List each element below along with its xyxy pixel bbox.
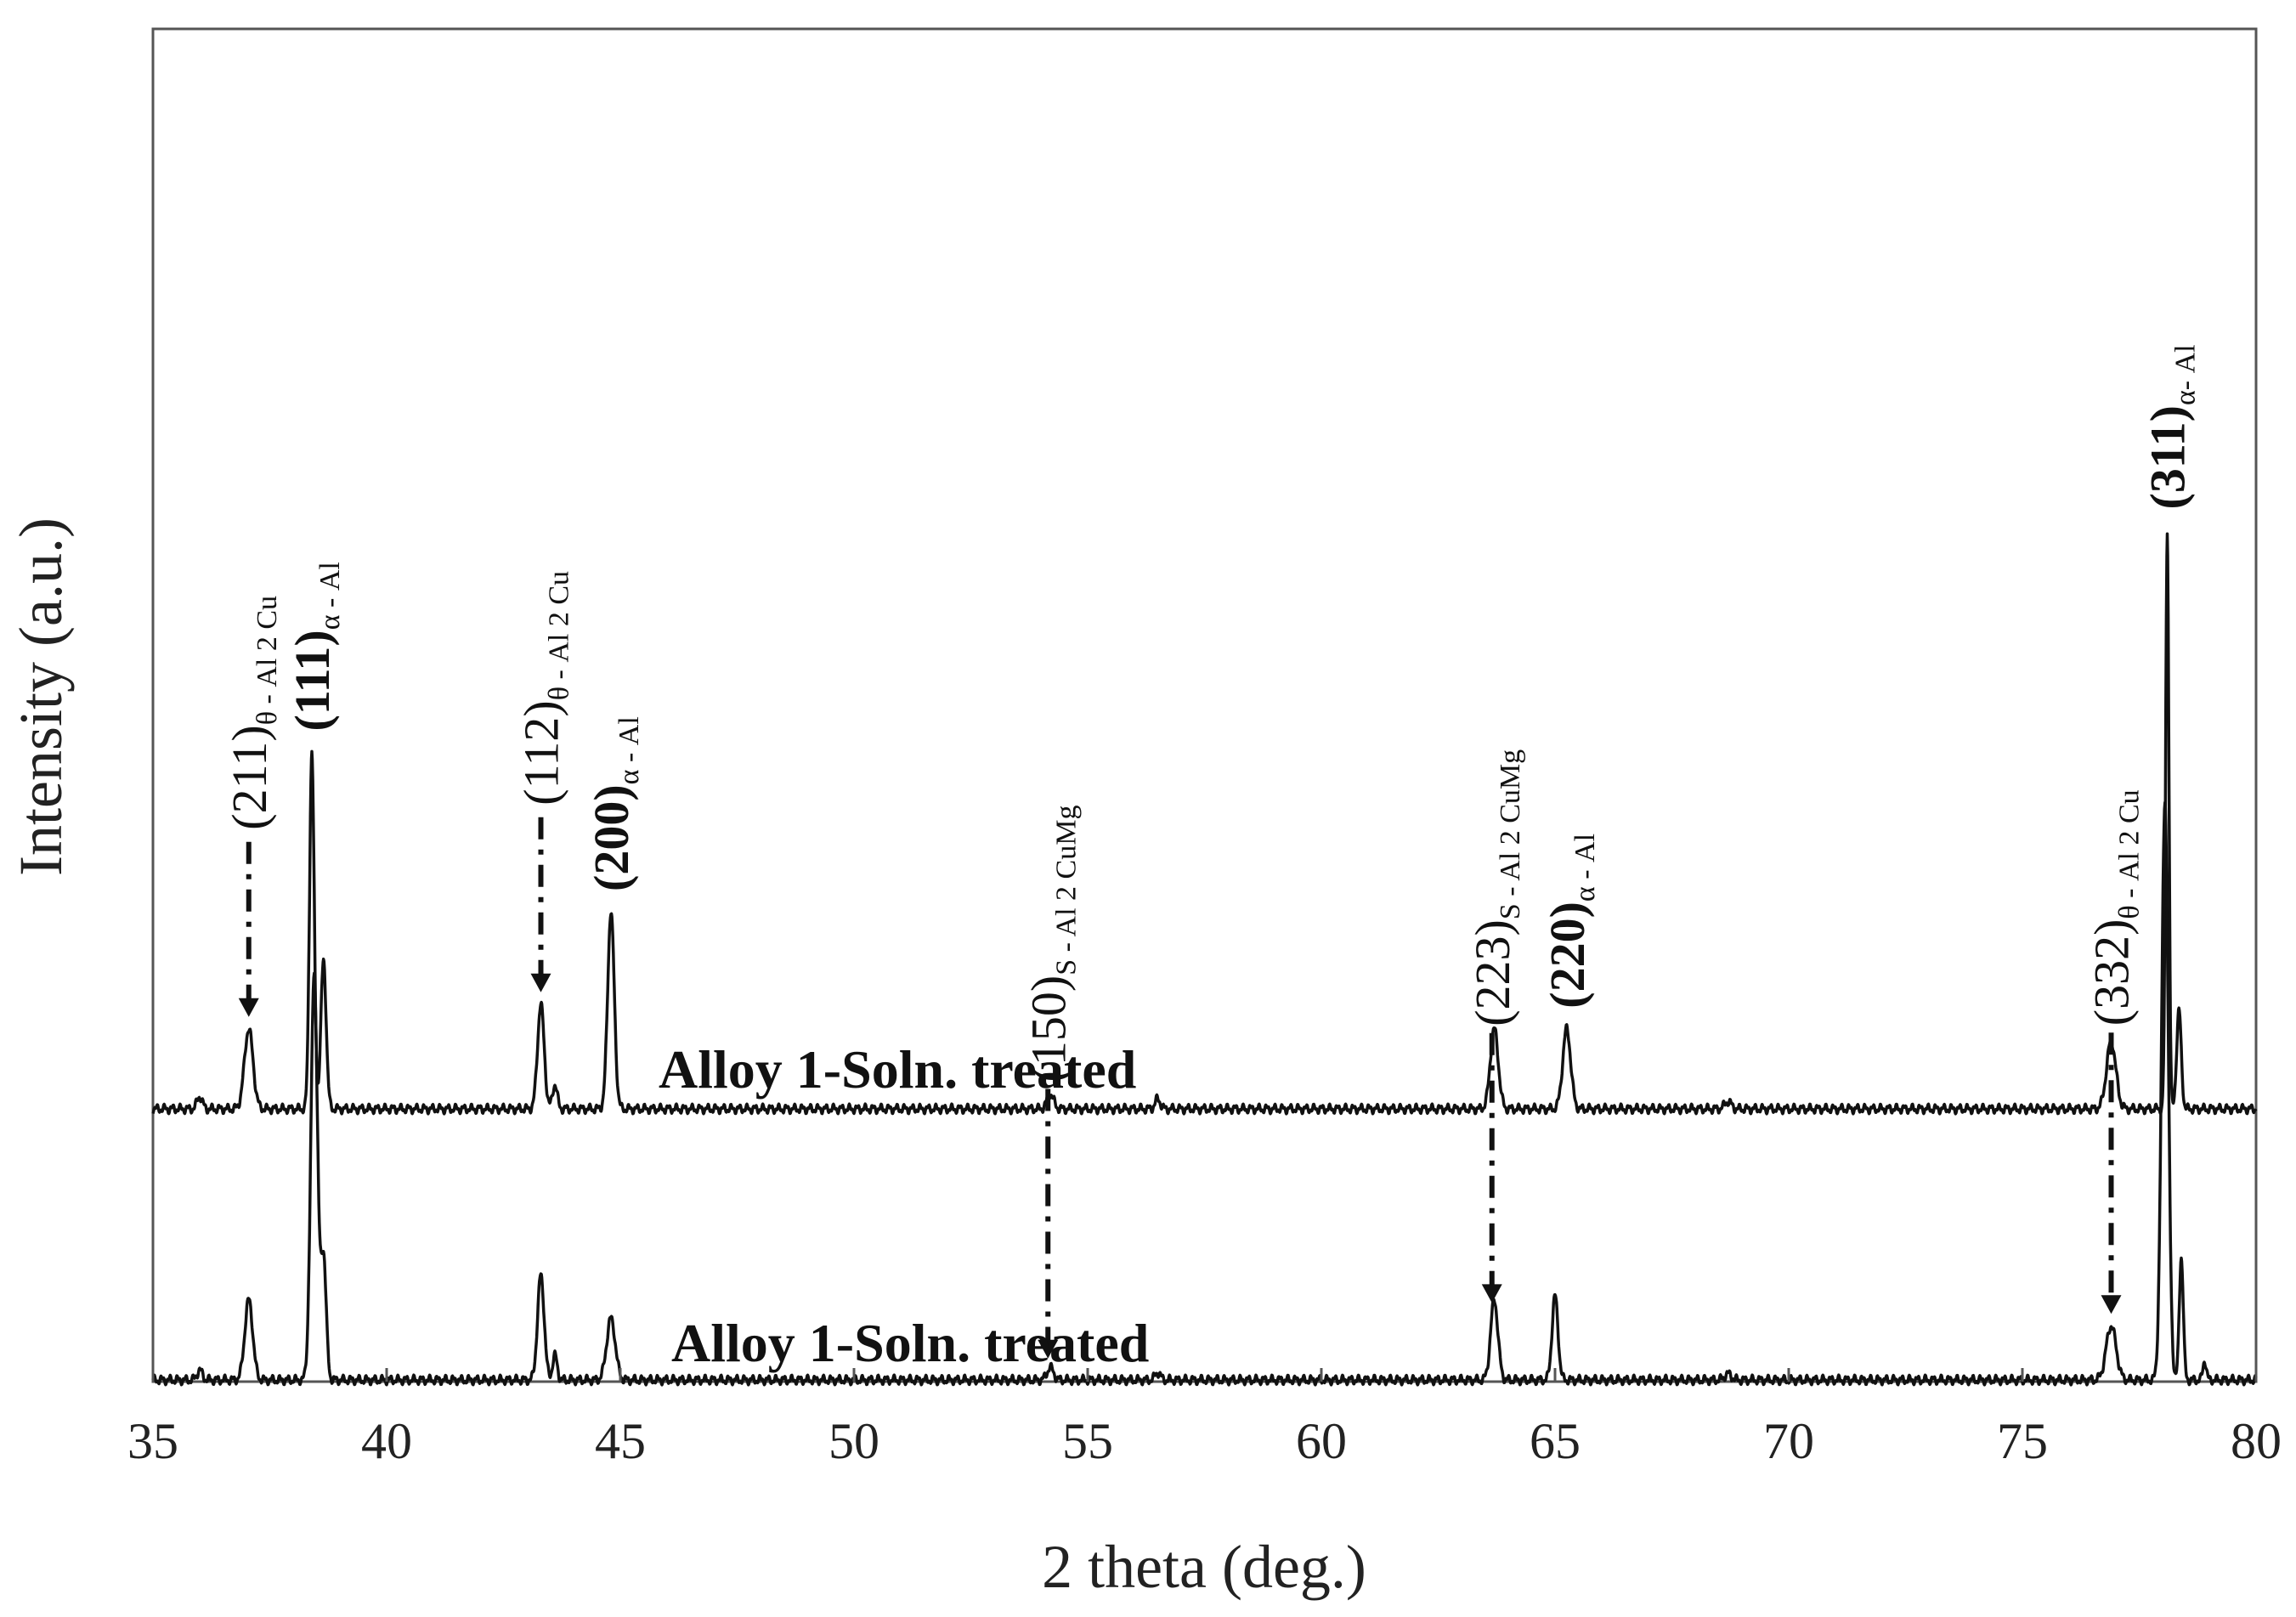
series-labels: Alloy 1-Soln. treated Alloy 1-Soln. treat… <box>659 1039 1149 1373</box>
x-tick-label: 70 <box>1763 1413 1814 1469</box>
peak-label: (311)α- Al <box>2140 344 2202 509</box>
peak-label: (150)S - Al 2 CuMg <box>1021 806 1082 1083</box>
peak-annotations: (211)θ - Al 2 Cu (111)α - Al (112)θ - Al 2… <box>222 344 2202 1359</box>
series-label-bottom: Alloy 1-Soln. treated <box>671 1313 1149 1373</box>
plot-frame <box>151 27 2258 1383</box>
peak-label: (223)S - Al 2 CuMg <box>1465 749 1526 1026</box>
x-tick-label: 80 <box>2231 1413 2282 1469</box>
x-tick-label: 35 <box>127 1413 178 1469</box>
peak-label: (220)α - Al <box>1540 834 1601 1009</box>
x-tick-label: 75 <box>1997 1413 2048 1469</box>
x-tick-label: 50 <box>828 1413 879 1469</box>
series-traces <box>151 532 2258 1387</box>
x-tick-label: 60 <box>1296 1413 1347 1469</box>
peak-arrow-head <box>2101 1295 2122 1315</box>
x-tick-label: 45 <box>595 1413 646 1469</box>
peak-label: (111)α - Al <box>285 562 346 731</box>
x-tick-label: 40 <box>361 1413 412 1469</box>
peak-label: (211)θ - Al 2 Cu <box>222 596 283 830</box>
peak-label: (112)θ - Al 2 Cu <box>514 571 575 806</box>
series-label-top: Alloy 1-Soln. treated <box>659 1039 1136 1100</box>
x-tick-label: 55 <box>1062 1413 1113 1469</box>
y-axis-title: Intensity (a.u.) <box>7 517 75 876</box>
x-axis-ticks: 35 40 45 50 55 60 65 70 75 80 <box>127 1368 2282 1469</box>
peak-label: (200)α - Al <box>584 716 645 891</box>
peak-arrow-head <box>1481 1284 1502 1303</box>
x-axis-title: 2 theta (deg.) <box>1042 1533 1366 1601</box>
x-tick-label: 65 <box>1530 1413 1581 1469</box>
peak-label: (332)θ - Al 2 Cu <box>2084 789 2146 1026</box>
series-line-1 <box>151 532 2258 1116</box>
peak-arrow-head <box>1038 1339 1059 1359</box>
peak-arrow-head <box>238 998 259 1017</box>
series-line-2 <box>151 800 2258 1387</box>
peak-arrow-head <box>530 973 551 992</box>
